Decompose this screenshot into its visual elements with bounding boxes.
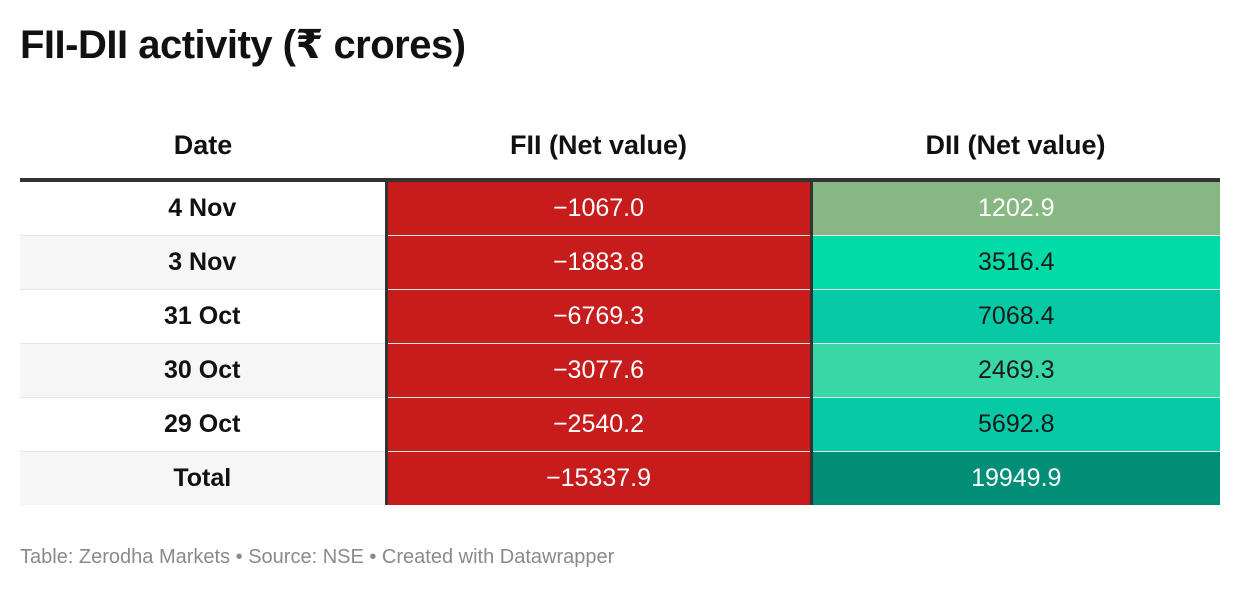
cell-date: Total (20, 451, 386, 505)
table-body: 4 Nov −1067.0 1202.9 3 Nov −1883.8 3516.4 31 O… (20, 180, 1220, 505)
column-header-dii[interactable]: DII (Net value) (811, 112, 1220, 182)
cell-dii-net-value: 5692.8 (809, 397, 1220, 452)
cell-date: 30 Oct (20, 343, 386, 398)
cell-dii-net-value: 2469.3 (809, 343, 1220, 398)
cell-fii-net-value: −6769.3 (384, 289, 811, 344)
data-table: Date FII (Net value) DII (Net value) 4 N… (20, 112, 1220, 505)
table-row: 29 Oct −2540.2 5692.8 (20, 397, 1220, 452)
cell-fii-net-value: −1067.0 (384, 180, 811, 236)
source-note: Table: Zerodha Markets • Source: NSE • C… (20, 546, 615, 568)
cell-dii-net-value: 7068.4 (809, 289, 1220, 344)
cell-date: 31 Oct (20, 289, 386, 344)
table-row: 4 Nov −1067.0 1202.9 (20, 180, 1220, 236)
table-row: Total −15337.9 19949.9 (20, 451, 1220, 505)
cell-date: 29 Oct (20, 397, 386, 452)
table-row: 3 Nov −1883.8 3516.4 (20, 235, 1220, 290)
table-row: 30 Oct −3077.6 2469.3 (20, 343, 1220, 398)
cell-fii-net-value: −15337.9 (384, 451, 811, 505)
table-row: 31 Oct −6769.3 7068.4 (20, 289, 1220, 344)
chart-title: FII-DII activity (₹ crores) (20, 23, 466, 67)
column-header-fii[interactable]: FII (Net value) (386, 112, 811, 182)
column-header-date[interactable]: Date (20, 112, 386, 182)
cell-dii-net-value: 19949.9 (809, 451, 1220, 505)
cell-fii-net-value: −2540.2 (384, 397, 811, 452)
cell-fii-net-value: −3077.6 (384, 343, 811, 398)
cell-dii-net-value: 1202.9 (809, 180, 1220, 236)
cell-date: 4 Nov (20, 180, 386, 236)
cell-date: 3 Nov (20, 235, 386, 290)
cell-fii-net-value: −1883.8 (384, 235, 811, 290)
cell-dii-net-value: 3516.4 (809, 235, 1220, 290)
header-row: Date FII (Net value) DII (Net value) (20, 112, 1220, 182)
